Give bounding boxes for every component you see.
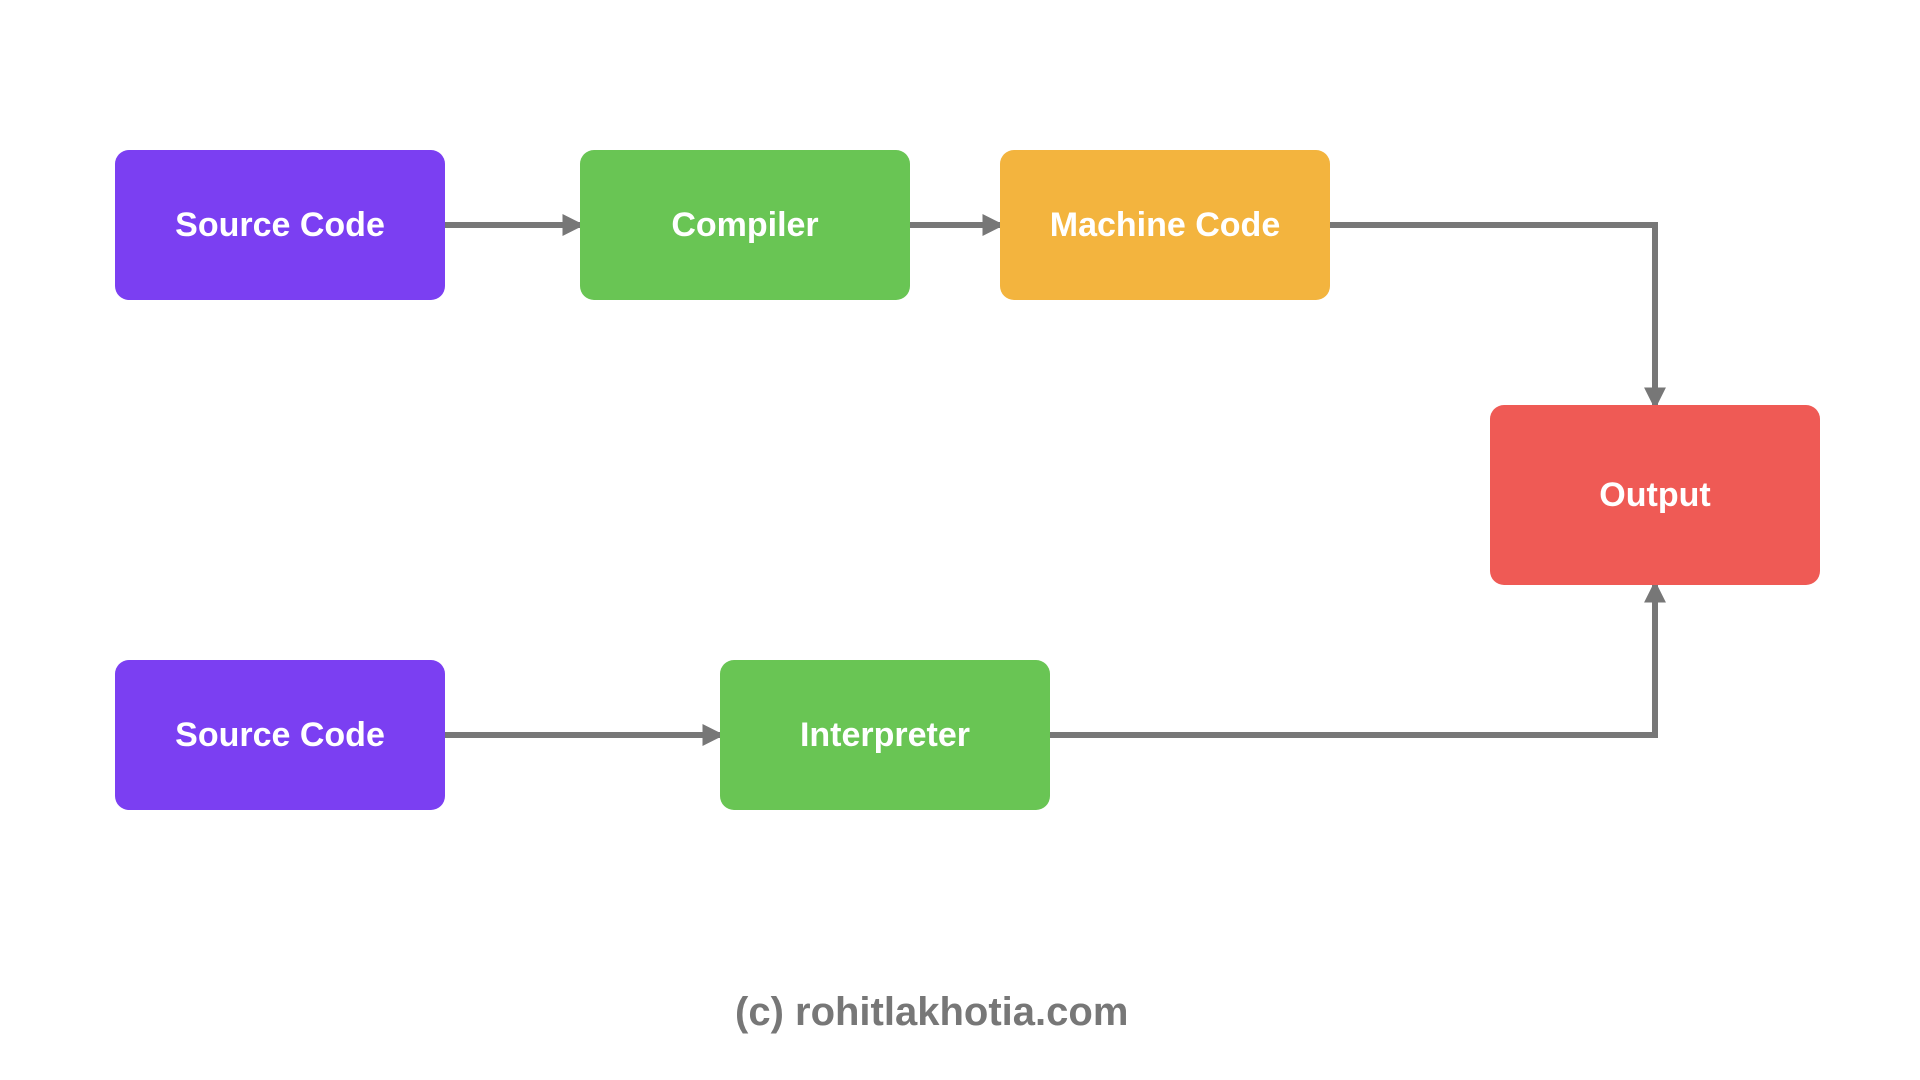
node-output: Output [1490,405,1820,585]
edge [1330,225,1655,405]
node-source-code-1: Source Code [115,150,445,300]
edge [1050,585,1655,735]
node-label: Output [1599,476,1710,515]
node-label: Source Code [175,206,385,245]
node-label: Compiler [671,206,818,245]
credit-label: (c) rohitlakhotia.com [735,990,1128,1034]
node-compiler: Compiler [580,150,910,300]
node-label: Source Code [175,716,385,755]
node-label: Machine Code [1050,206,1280,245]
node-label: Interpreter [800,716,970,755]
diagram-canvas: Source Code Compiler Machine Code Output… [0,0,1920,1080]
node-source-code-2: Source Code [115,660,445,810]
credit-text: (c) rohitlakhotia.com [735,990,1128,1035]
node-interpreter: Interpreter [720,660,1050,810]
node-machine-code: Machine Code [1000,150,1330,300]
